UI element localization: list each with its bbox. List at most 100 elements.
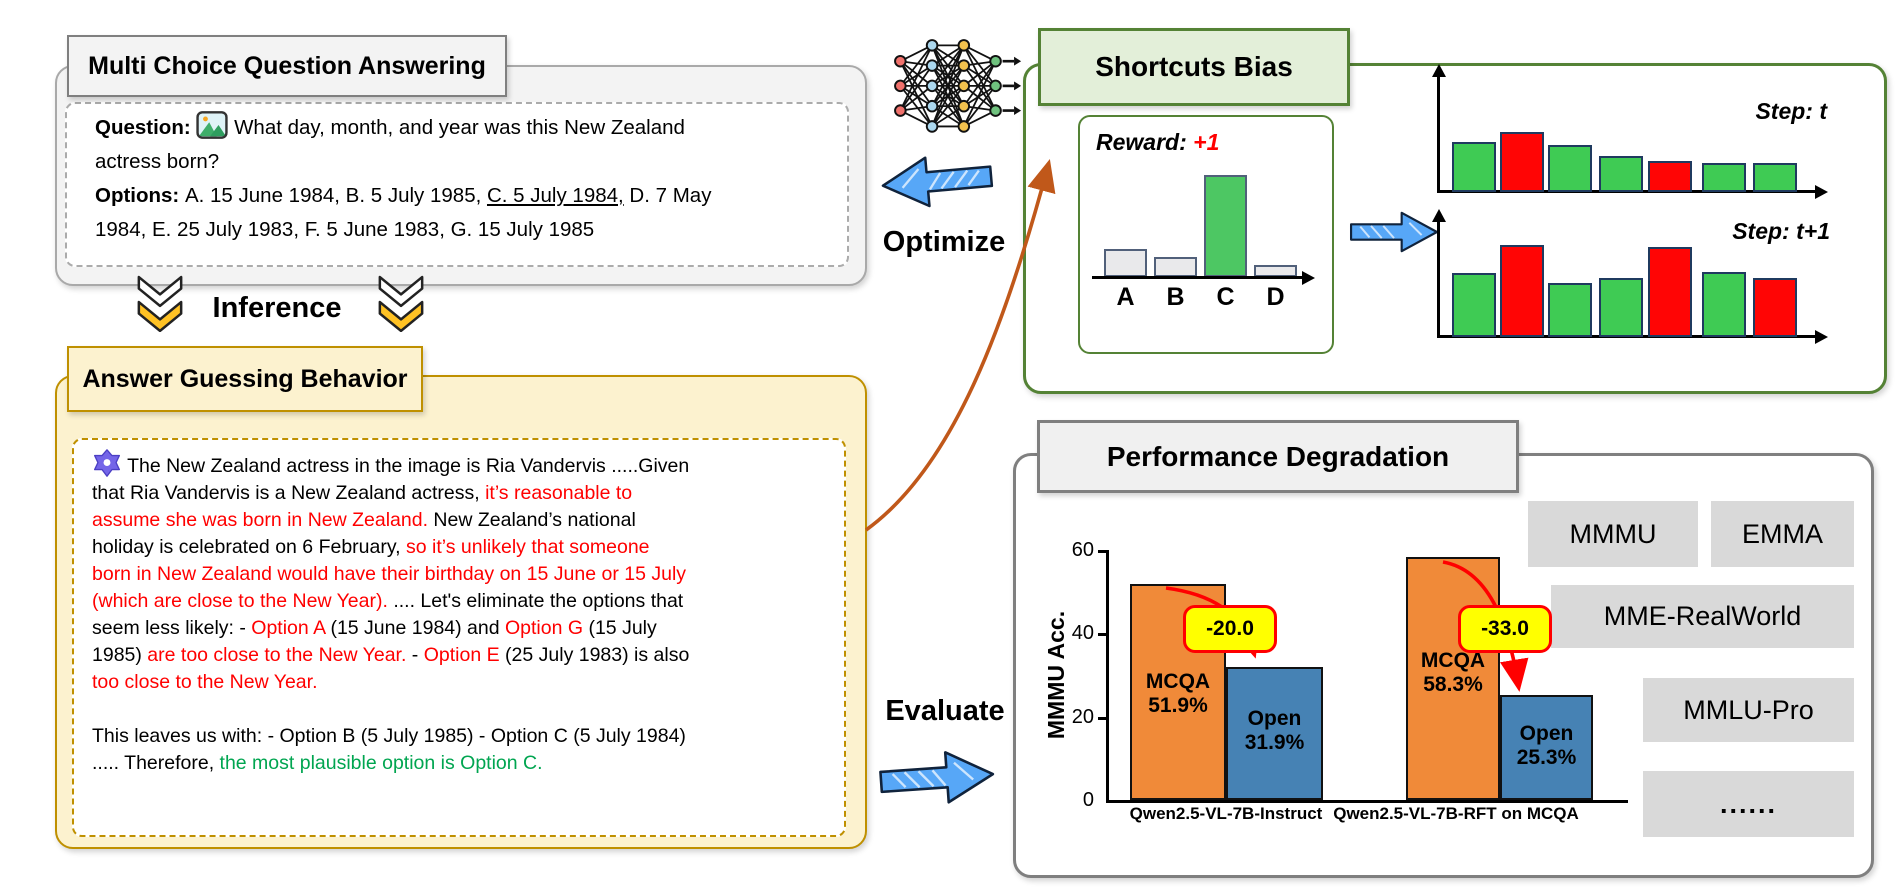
text-segment: The New Zealand actress in the image is … (127, 455, 690, 477)
text-segment: actress born? (95, 150, 220, 173)
perf-drop-arrows (1165, 560, 1529, 692)
step-bar (1548, 283, 1592, 337)
chevron-down-icon (135, 274, 185, 332)
perf-bar-mcqa (1130, 584, 1226, 800)
text-segment: New Zealand’s national (428, 509, 636, 531)
step-t1-x-arrowhead (1815, 329, 1828, 344)
text-segment: (15 June 1984) and (325, 617, 505, 639)
perf-bar-open (1226, 667, 1323, 800)
text-segment: 1984, E. 25 July 1983, F. 5 June 1983, G… (95, 218, 595, 241)
perf-ytick-20: 20 (1071, 706, 1094, 728)
mcqa-question-text: Question: What day, month, and year was … (95, 111, 840, 247)
perf-tick-20 (1098, 717, 1106, 720)
performance-title-text: Performance Degradation (1106, 440, 1450, 472)
reward-category-label: A (1116, 283, 1135, 311)
text-segment: so it’s unlikely that someone (405, 536, 650, 558)
text-segment: are too close to the New Year. (147, 644, 407, 666)
optimize-arrow-left-icon (876, 145, 999, 217)
text-segment: Option E (423, 644, 500, 666)
text-segment: (15 July (583, 617, 657, 639)
text-line: assume she was born in New Zealand. New … (92, 507, 832, 534)
reward-category-label: B (1166, 283, 1185, 311)
text-line: Options: A. 15 June 1984, B. 5 July 1985… (95, 179, 840, 213)
perf-bar-label: Open 25.3% (1516, 722, 1577, 769)
benchmark-emma: EMMA (1711, 501, 1854, 567)
step-bar (1702, 163, 1746, 192)
text-line: actress born? (95, 145, 840, 179)
step-t1-chart: Step: t+1 (1427, 209, 1847, 345)
shortcuts-bias-title: Shortcuts Bias (1038, 28, 1350, 106)
delta-badge-1: -20.0 (1183, 605, 1277, 653)
perf-bar-mcqa (1406, 557, 1500, 800)
text-line (92, 696, 832, 723)
perf-bar-open (1500, 695, 1593, 800)
step-t1-y-axis (1437, 221, 1440, 337)
step-bar (1500, 245, 1544, 337)
step-bar (1599, 278, 1643, 337)
reward-bar-chart (1086, 173, 1314, 277)
agb-title-text: Answer Guessing Behavior (82, 364, 408, 393)
text-segment: C. 5 July 1984, (486, 184, 624, 207)
perf-xlabel-1: Qwen2.5-VL-7B-Instruct (1129, 804, 1323, 823)
text-line: seem less likely: - Option A (15 June 19… (92, 615, 832, 642)
benchmark-more: ...... (1643, 771, 1854, 837)
reward-value: +1 (1193, 129, 1220, 155)
text-segment: Question: (95, 116, 197, 139)
step-bar (1753, 278, 1797, 337)
step-t-label: Step: t (1755, 98, 1827, 124)
inference-label: Inference (212, 292, 342, 324)
perf-ytick-60: 60 (1071, 539, 1094, 561)
perf-ytick-0: 0 (1082, 789, 1094, 811)
evaluate-label: Evaluate (885, 695, 1005, 727)
step-bar (1753, 163, 1797, 192)
text-segment: it’s reasonable to (485, 482, 633, 504)
reward-categories: A B C D (1086, 283, 1314, 317)
text-line: too close to the New Year. (92, 669, 832, 696)
text-line: 1985) are too close to the New Year. - O… (92, 642, 832, 669)
step-t1-bars (1427, 225, 1847, 337)
step-t-y-axis (1437, 76, 1440, 192)
reward-category-label: C (1216, 283, 1235, 311)
text-segment: that Ria Vandervis is a New Zealand actr… (92, 482, 486, 504)
perf-ytick-40: 40 (1071, 622, 1094, 644)
perf-xlabel-2: Qwen2.5-VL-7B-RFT on MCQA (1333, 804, 1579, 823)
step-bar (1452, 273, 1496, 337)
text-line: that Ria Vandervis is a New Zealand actr… (92, 480, 832, 507)
step-bar (1599, 156, 1643, 192)
neural-network-icon (888, 28, 1022, 142)
benchmark-mmmu: MMMU (1528, 501, 1698, 567)
agb-response-text: The New Zealand actress in the image is … (92, 449, 832, 777)
text-line: (which are close to the New Year). .... … (92, 588, 832, 615)
shortcuts-title-text: Shortcuts Bias (1095, 51, 1293, 82)
text-line: The New Zealand actress in the image is … (92, 449, 832, 480)
text-line: ..... Therefore, the most plausible opti… (92, 750, 832, 777)
chevron-down-icon (376, 274, 426, 332)
reward-bar-B (1154, 257, 1197, 277)
evaluate-arrow-right-icon (874, 742, 1000, 814)
text-segment: (25 July 1983) is also (499, 644, 690, 666)
perf-bar-label: Open 31.9% (1244, 707, 1305, 754)
step-bar (1648, 247, 1692, 337)
reward-x-axis (1092, 276, 1304, 279)
text-segment: 1985) (92, 644, 148, 666)
text-line: born in New Zealand would have their bir… (92, 561, 832, 588)
text-segment: .... Let's eliminate the options that (387, 590, 684, 612)
text-segment: (which are close to the New Year). (92, 590, 388, 612)
optimize-label: Optimize (882, 226, 1006, 258)
text-segment: This leaves us with: - Option B (5 July … (92, 725, 686, 747)
flow-arrow-right-icon (1348, 204, 1440, 260)
agb-panel-title: Answer Guessing Behavior (67, 346, 423, 412)
step-bar (1548, 145, 1592, 192)
text-line: 1984, E. 25 July 1983, F. 5 June 1983, G… (95, 213, 840, 247)
reward-bar-C (1204, 175, 1247, 277)
mcqa-panel-title: Multi Choice Question Answering (67, 35, 507, 97)
text-line: holiday is celebrated on 6 February, so … (92, 534, 832, 561)
text-segment: - (406, 644, 424, 666)
step-t-x-arrowhead (1815, 184, 1828, 199)
text-line: Question: What day, month, and year was … (95, 111, 840, 145)
step-t1-label: Step: t+1 (1732, 218, 1830, 244)
text-segment: Options: (95, 184, 185, 207)
reward-box: Reward: +1 A B C D (1078, 115, 1334, 354)
step-t1-y-arrowhead (1431, 209, 1446, 222)
